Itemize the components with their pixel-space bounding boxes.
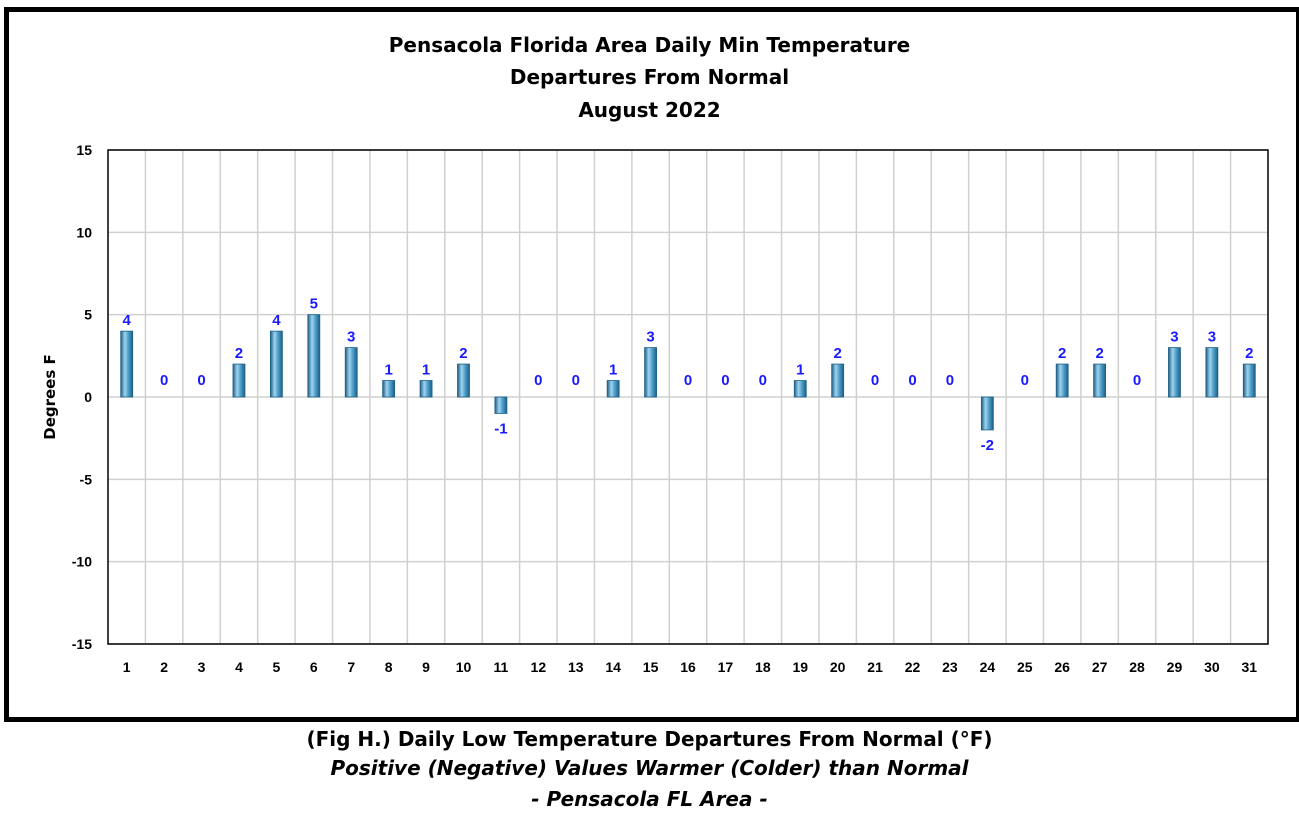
chart-title-line-3: August 2022 [578,98,721,122]
bar-day-19 [793,380,807,398]
bar-day-1 [120,330,134,398]
data-label-day-27: 2 [1095,345,1103,362]
data-label-day-22: 0 [908,372,916,389]
data-label-day-18: 0 [759,372,767,389]
x-tick-label: 5 [272,659,280,675]
bar-day-10 [457,363,470,398]
chart-title-line-2: Departures From Normal [509,65,790,89]
x-tick-label: 11 [493,659,508,675]
x-tick-label: 2 [160,659,168,675]
x-tick-label: 18 [755,659,771,675]
figure-source: - Pensacola FL Area - [531,787,768,811]
data-label-day-17: 0 [721,372,729,389]
y-tick-label: 15 [76,142,92,158]
bar-day-27 [1093,363,1107,398]
data-label-day-28: 0 [1133,372,1141,389]
x-tick-label: 31 [1242,659,1258,675]
data-label-day-24: -2 [981,437,994,454]
x-tick-label: 4 [235,659,243,675]
x-tick-label: 15 [643,659,659,675]
data-label-day-9: 1 [422,362,430,379]
data-label-day-15: 3 [646,329,654,346]
bar-day-29 [1168,347,1181,398]
data-label-day-10: 2 [459,345,467,362]
x-tick-label: 26 [1054,659,1070,675]
bar-day-5 [269,330,283,398]
bar-day-4 [232,363,246,398]
bar-day-24 [980,396,994,431]
bar-day-6 [307,314,321,398]
data-label-day-3: 0 [197,372,205,389]
bar-day-31 [1242,363,1256,398]
x-tick-label: 29 [1167,659,1183,675]
bar-day-9 [419,380,433,398]
x-tick-label: 24 [980,659,996,675]
bar-day-26 [1055,363,1069,398]
plot-area-border [107,149,1269,645]
bar-day-15 [644,347,657,398]
y-tick-label: -5 [80,471,93,487]
data-label-day-31: 2 [1245,345,1253,362]
data-label-day-4: 2 [235,345,243,362]
y-tick-label: -15 [72,636,92,652]
x-tick-label: 13 [568,659,584,675]
data-label-day-25: 0 [1021,372,1029,389]
bar-day-11 [494,396,508,414]
data-label-day-26: 2 [1058,345,1066,362]
y-tick-label: 10 [76,224,92,240]
data-label-day-8: 1 [384,362,392,379]
x-tick-label: 3 [198,659,206,675]
figure-subcaption: Positive (Negative) Values Warmer (Colde… [330,756,969,780]
x-tick-label: 25 [1017,659,1033,675]
data-label-day-13: 0 [572,372,580,389]
data-label-day-20: 2 [834,345,842,362]
data-label-day-12: 0 [534,372,542,389]
x-tick-label: 27 [1092,659,1108,675]
data-label-day-2: 0 [160,372,168,389]
x-tick-label: 14 [605,659,621,675]
bar-day-20 [831,363,845,398]
data-label-day-1: 4 [123,312,132,329]
x-tick-label: 17 [718,659,734,675]
y-tick-label: -10 [72,554,92,570]
data-label-day-6: 5 [310,296,318,313]
data-label-day-29: 3 [1170,329,1178,346]
data-label-day-11: -1 [494,420,507,437]
y-tick-label: 0 [84,389,92,405]
figure-caption: (Fig H.) Daily Low Temperature Departure… [306,727,993,751]
x-tick-label: 8 [385,659,393,675]
data-label-day-19: 1 [796,362,804,379]
x-tick-label: 30 [1204,659,1220,675]
bar-day-30 [1205,347,1219,398]
data-label-day-16: 0 [684,372,692,389]
x-tick-label: 10 [456,659,472,675]
y-axis-label: Degrees F [41,354,59,440]
x-tick-label: 23 [942,659,958,675]
bar-day-14 [606,380,620,398]
y-tick-label: 5 [84,307,92,323]
x-tick-label: 6 [310,659,318,675]
x-tick-label: 22 [905,659,921,675]
x-tick-label: 20 [830,659,846,675]
x-tick-label: 7 [347,659,355,675]
data-label-day-7: 3 [347,329,355,346]
data-label-day-14: 1 [609,362,617,379]
data-label-day-23: 0 [946,372,954,389]
data-label-day-5: 4 [272,312,281,329]
bar-day-8 [382,380,396,398]
bar-day-7 [344,347,358,398]
data-label-day-21: 0 [871,372,879,389]
chart-title-line-1: Pensacola Florida Area Daily Min Tempera… [388,33,911,57]
data-label-day-30: 3 [1208,329,1216,346]
x-tick-label: 19 [792,659,808,675]
x-tick-label: 12 [531,659,547,675]
x-tick-label: 16 [680,659,696,675]
x-tick-label: 21 [867,659,883,675]
x-tick-label: 28 [1129,659,1145,675]
x-tick-label: 9 [422,659,430,675]
x-tick-label: 1 [123,659,131,675]
